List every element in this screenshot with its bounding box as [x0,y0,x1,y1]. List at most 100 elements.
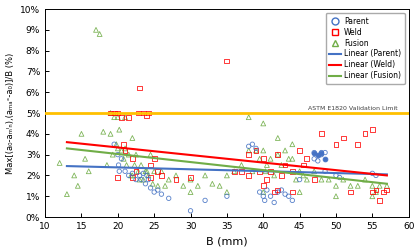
Point [289,169,296,173]
Point [238,169,245,173]
Point [245,173,252,177]
Point [158,192,165,196]
Point [260,184,267,188]
Point [144,169,150,173]
Point [122,169,129,173]
X-axis label: B (mm): B (mm) [206,236,248,246]
Point [78,132,85,136]
Point [115,115,121,119]
Point [354,142,361,146]
Point [263,178,270,182]
Point [125,153,132,157]
Point [111,115,118,119]
Point [155,169,161,173]
Point [147,175,154,179]
Point [362,178,368,182]
Point [96,32,103,36]
Point [278,188,285,192]
Point [194,184,201,188]
Point [249,142,256,146]
Point [63,192,70,196]
Point [151,157,158,161]
Point [369,171,376,175]
Point [140,171,147,175]
Point [71,173,78,177]
Point [289,157,296,161]
Point [296,148,303,152]
Point [74,184,81,188]
Point [373,190,379,194]
Point [304,178,310,182]
Point [274,188,281,192]
Point [162,184,168,188]
Point [158,173,165,177]
Point [256,157,263,161]
Point [131,163,138,167]
Point [354,184,361,188]
Point [274,153,281,157]
Point [111,142,118,146]
Point [252,148,259,152]
Point [116,128,123,132]
Point [311,150,318,154]
Point [333,184,339,188]
Point [187,175,194,179]
Point [311,150,318,154]
Point [115,153,121,157]
Point [147,163,154,167]
Point [252,146,259,150]
Point [315,153,321,157]
Point [122,146,129,150]
Point [376,198,383,202]
Point [136,173,143,177]
Point [147,153,154,157]
Point [113,142,120,146]
Point [129,157,136,161]
Point [165,196,172,200]
Point [318,132,325,136]
Point [223,59,230,63]
Point [311,157,318,161]
Point [322,157,328,161]
Point [155,184,161,188]
Point [274,190,281,194]
Point [115,175,121,179]
Point [373,173,379,177]
Point [145,173,152,177]
Text: ASTM E1820 Validation Limit: ASTM E1820 Validation Limit [308,106,398,111]
Point [231,169,238,173]
Point [187,209,194,213]
Point [118,157,125,161]
Point [109,153,116,157]
Point [282,148,289,152]
Point [263,188,270,192]
Point [187,178,194,182]
Point [311,178,318,182]
Point [123,163,130,167]
Point [125,115,132,119]
Point [271,190,278,194]
Point [369,184,376,188]
Point [135,111,142,115]
Point [135,169,142,173]
Point [238,163,245,167]
Point [107,111,114,115]
Point [223,173,230,177]
Point [133,178,139,182]
Point [120,157,127,161]
Point [285,157,292,161]
Point [122,148,129,152]
Point [144,113,150,117]
Point [304,157,310,161]
Point [133,169,139,173]
Point [85,169,92,173]
Point [315,159,321,163]
Point [318,150,325,154]
Point [140,178,147,182]
Point [144,173,150,177]
Point [115,163,122,167]
Point [231,169,238,173]
Point [278,173,285,177]
Point [282,163,289,167]
Point [202,198,208,202]
